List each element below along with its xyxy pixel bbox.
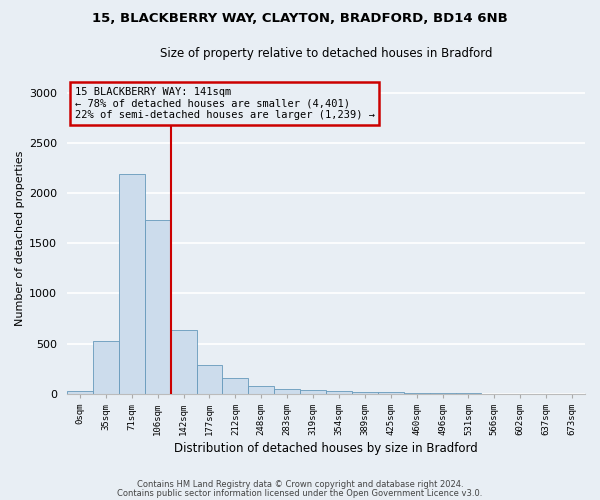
Bar	[326, 391, 352, 394]
Text: 15, BLACKBERRY WAY, CLAYTON, BRADFORD, BD14 6NB: 15, BLACKBERRY WAY, CLAYTON, BRADFORD, B…	[92, 12, 508, 26]
Bar	[352, 392, 378, 394]
Bar	[274, 390, 300, 394]
Text: Contains public sector information licensed under the Open Government Licence v3: Contains public sector information licen…	[118, 488, 482, 498]
Bar	[197, 364, 223, 394]
Bar	[248, 386, 274, 394]
Bar	[170, 330, 197, 394]
Text: 15 BLACKBERRY WAY: 141sqm
← 78% of detached houses are smaller (4,401)
22% of se: 15 BLACKBERRY WAY: 141sqm ← 78% of detac…	[75, 87, 375, 120]
Bar	[119, 174, 145, 394]
Bar	[300, 390, 326, 394]
Bar	[378, 392, 404, 394]
Y-axis label: Number of detached properties: Number of detached properties	[15, 150, 25, 326]
Bar	[223, 378, 248, 394]
Bar	[404, 393, 430, 394]
Title: Size of property relative to detached houses in Bradford: Size of property relative to detached ho…	[160, 48, 492, 60]
Bar	[145, 220, 170, 394]
X-axis label: Distribution of detached houses by size in Bradford: Distribution of detached houses by size …	[174, 442, 478, 455]
Bar	[67, 392, 93, 394]
Bar	[93, 341, 119, 394]
Text: Contains HM Land Registry data © Crown copyright and database right 2024.: Contains HM Land Registry data © Crown c…	[137, 480, 463, 489]
